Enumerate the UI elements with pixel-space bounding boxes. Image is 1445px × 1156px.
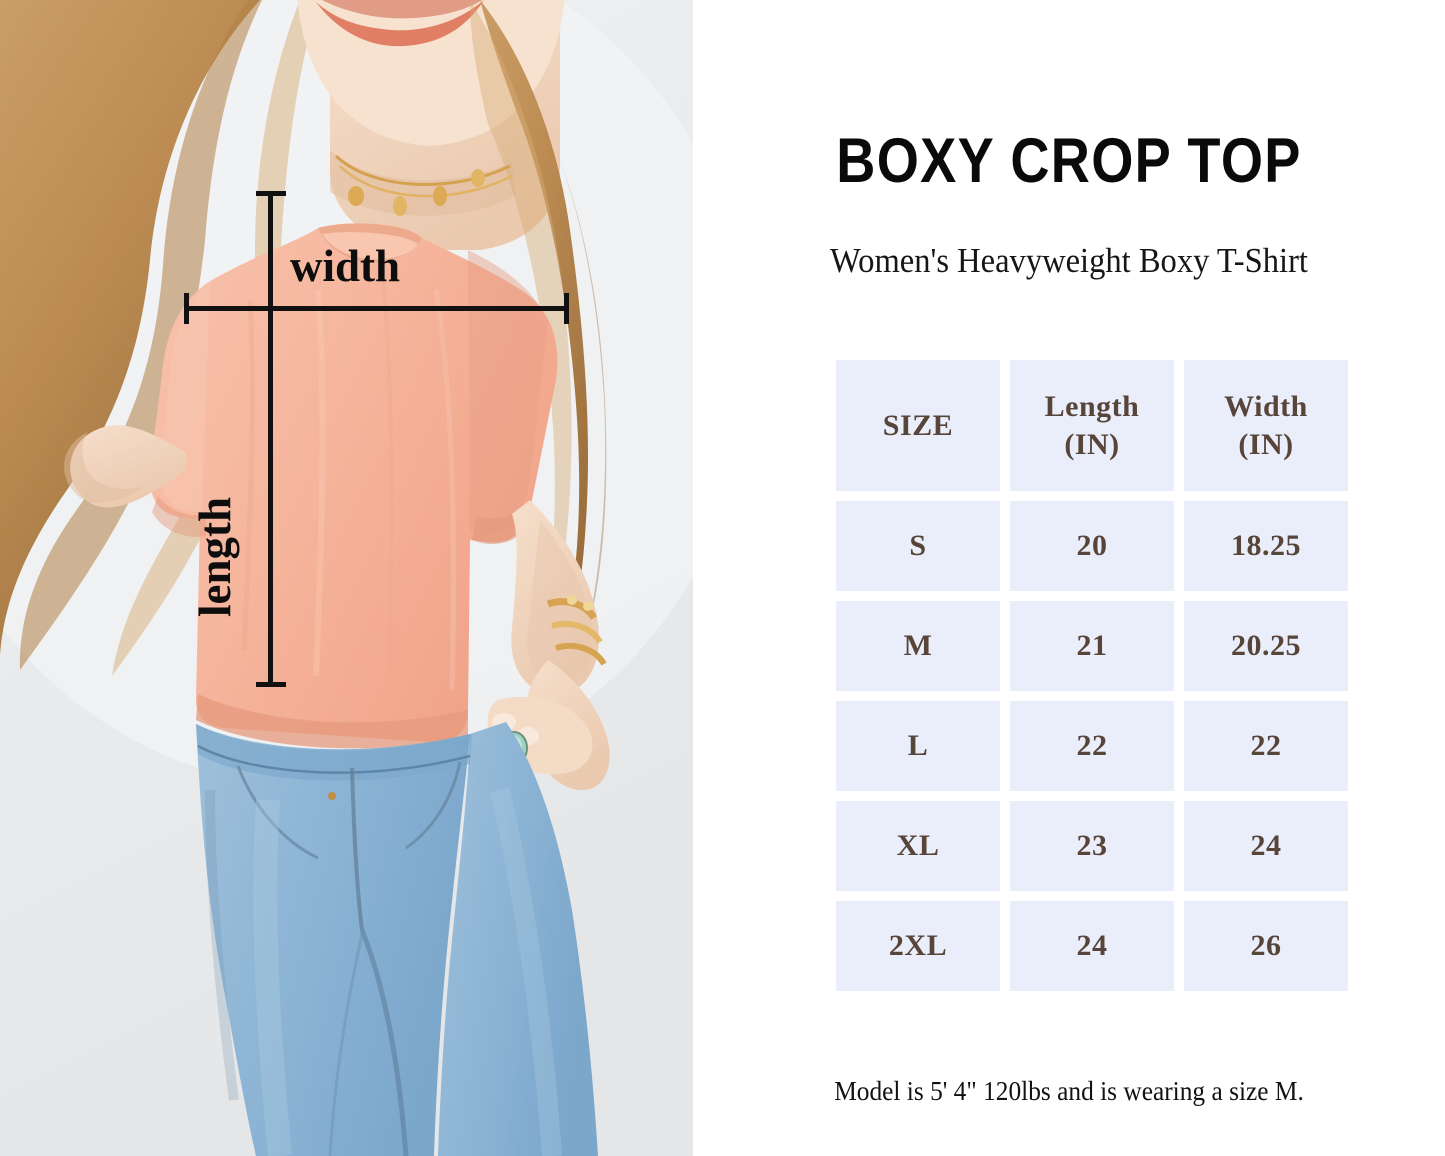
width-measure-cap-right xyxy=(564,293,569,324)
page-subtitle: Women's Heavyweight Boxy T-Shirt xyxy=(830,241,1308,280)
table-row: 2XL 24 26 xyxy=(836,901,1348,991)
header-length-line1: Length xyxy=(1044,390,1140,423)
length-label: length xyxy=(190,497,240,618)
width-label: width xyxy=(290,241,401,291)
length-measure-line xyxy=(268,192,273,686)
table-row: L 22 22 xyxy=(836,701,1348,791)
header-width-line2: (IN) xyxy=(1238,427,1294,461)
header-cell-size: SIZE xyxy=(836,360,1000,491)
measurement-overlay: width length xyxy=(0,0,693,1156)
header-size-line1: SIZE xyxy=(882,408,954,442)
size-chart-table: SIZE Length (IN) Width (IN) xyxy=(836,360,1348,991)
model-note: Model is 5' 4" 120lbs and is wearing a s… xyxy=(834,1076,1304,1106)
cell-size: XL xyxy=(836,801,1000,891)
product-photo-illustration xyxy=(0,0,693,1156)
cell-size: 2XL xyxy=(836,901,1000,991)
cell-size: S xyxy=(836,501,1000,591)
cell-length: 23 xyxy=(1010,801,1174,891)
table-header-row: SIZE Length (IN) Width (IN) xyxy=(836,360,1348,491)
table-row: S 20 18.25 xyxy=(836,501,1348,591)
cell-length: 21 xyxy=(1010,601,1174,691)
table-row: M 21 20.25 xyxy=(836,601,1348,691)
table-row: XL 23 24 xyxy=(836,801,1348,891)
cell-width: 18.25 xyxy=(1184,501,1348,591)
cell-width: 20.25 xyxy=(1184,601,1348,691)
cell-width: 26 xyxy=(1184,901,1348,991)
cell-size: L xyxy=(836,701,1000,791)
header-cell-length: Length (IN) xyxy=(1010,360,1174,491)
header-cell-width: Width (IN) xyxy=(1184,360,1348,491)
width-measure-cap-left xyxy=(184,293,189,324)
page-title: BOXY CROP TOP xyxy=(836,126,1302,196)
cell-width: 22 xyxy=(1184,701,1348,791)
cell-length: 22 xyxy=(1010,701,1174,791)
cell-width: 24 xyxy=(1184,801,1348,891)
cell-length: 20 xyxy=(1010,501,1174,591)
header-length-line2: (IN) xyxy=(1064,427,1120,461)
cell-size: M xyxy=(836,601,1000,691)
header-width-line1: Width xyxy=(1224,390,1308,423)
length-measure-cap-top xyxy=(256,191,286,196)
info-panel: BOXY CROP TOP Women's Heavyweight Boxy T… xyxy=(693,0,1445,1156)
product-photo: width length xyxy=(0,0,693,1156)
length-measure-cap-bottom xyxy=(256,682,286,687)
width-measure-line xyxy=(185,306,568,311)
cell-length: 24 xyxy=(1010,901,1174,991)
